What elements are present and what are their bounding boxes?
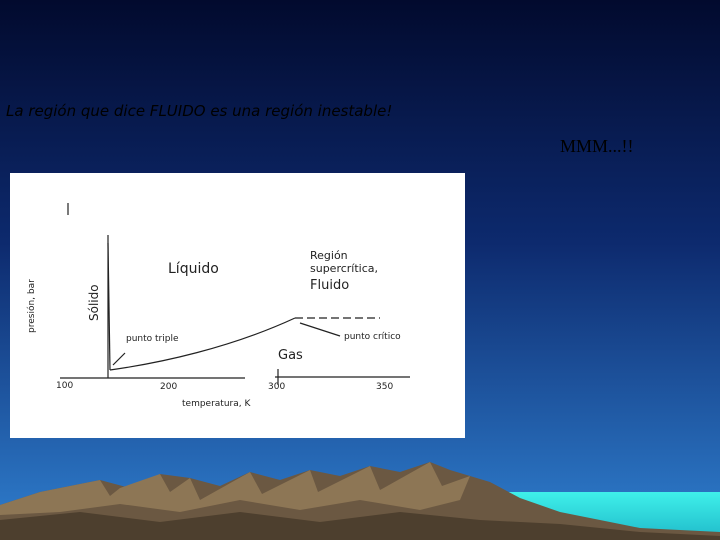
point-label: punto triple: [126, 334, 179, 344]
tick-label: 200: [160, 382, 177, 392]
region-label: supercrítica,: [310, 262, 378, 275]
axis-label: presión, bar: [26, 279, 37, 333]
region-label: Líquido: [168, 261, 219, 277]
phase-diagram: Líquido Sólido Región supercrítica, Flui…: [10, 173, 465, 438]
region-label: Sólido: [87, 284, 101, 321]
tick-label: 100: [56, 381, 73, 391]
slide-subtitle: MMM...!!: [560, 136, 634, 156]
region-label: Región: [310, 249, 348, 262]
axis-label: temperatura, K: [182, 399, 251, 409]
tick-label: 300: [268, 382, 285, 392]
point-label: punto crítico: [344, 332, 401, 342]
region-label: Gas: [278, 348, 303, 363]
slide-title: La región que dice FLUIDO es una región …: [6, 102, 393, 120]
tick-label: 350: [376, 382, 393, 392]
region-label: Fluido: [310, 278, 349, 293]
